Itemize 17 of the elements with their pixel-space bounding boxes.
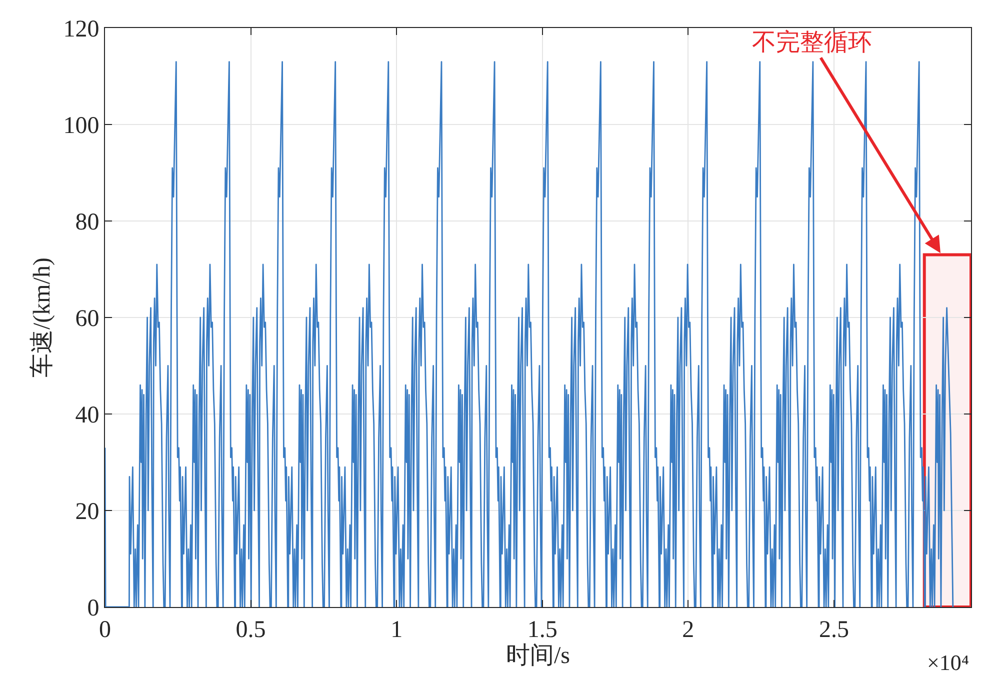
y-tick-label: 60 <box>75 306 100 332</box>
annotation: 不完整循环 <box>752 29 872 56</box>
x-tick-label: 2 <box>682 616 694 643</box>
x-tick-label: 1 <box>390 616 403 643</box>
y-tick-label: 100 <box>63 112 100 139</box>
text: ×10⁴ <box>927 650 970 675</box>
x-tick-label: 0.5 <box>236 616 266 643</box>
x-axis-title: 时间/s <box>506 643 570 670</box>
y-tick-label: 0 <box>87 595 100 622</box>
line-series <box>105 61 954 607</box>
x-tick-label: 2.5 <box>818 616 849 643</box>
y-tick-label: 80 <box>75 209 100 236</box>
y-axis-title: 车速/(km/h) <box>28 258 56 378</box>
y-tick-label: 40 <box>75 402 100 428</box>
y-tick-label: 20 <box>75 498 100 525</box>
y-tick-label: 120 <box>63 16 100 42</box>
x-tick-label: 1.5 <box>527 616 558 643</box>
